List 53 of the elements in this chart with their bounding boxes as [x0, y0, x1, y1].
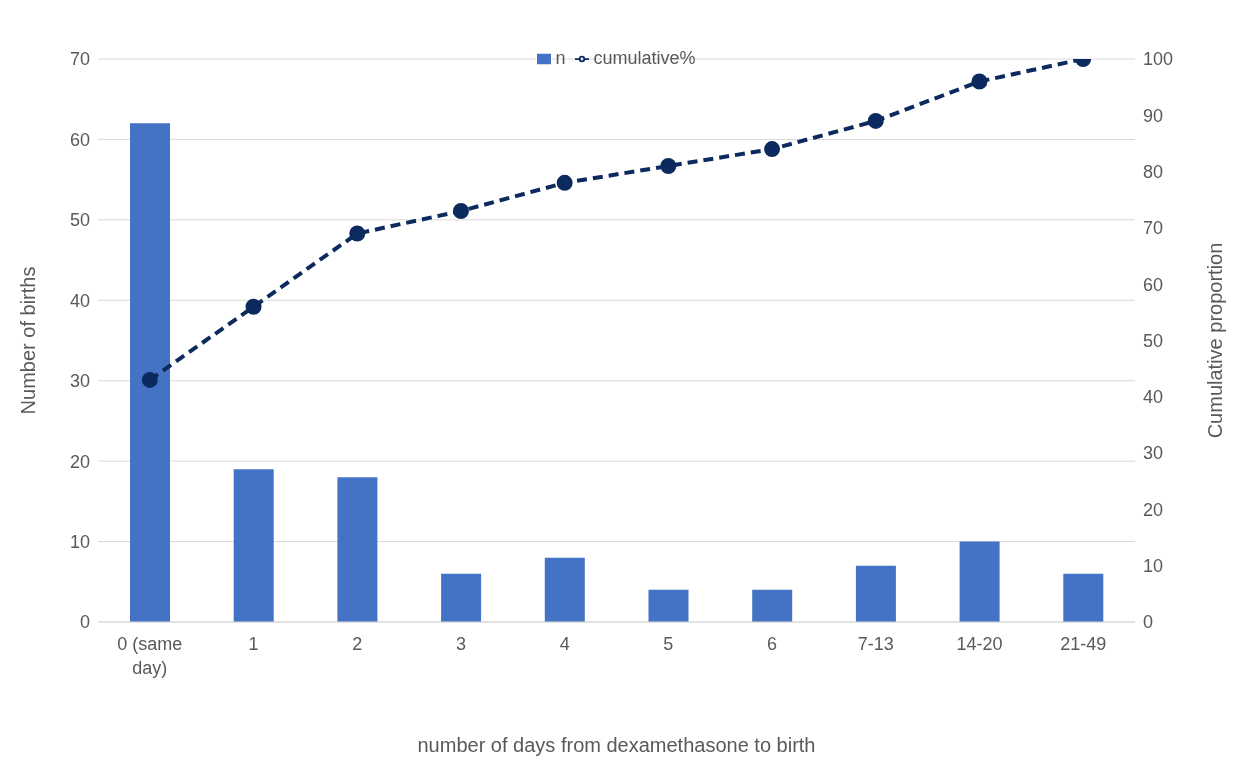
bar — [130, 123, 170, 622]
x-tick-label: 3 — [455, 634, 466, 654]
point — [245, 298, 262, 315]
point — [556, 174, 573, 191]
y-tick-label: 50 — [69, 210, 90, 231]
x-axis-title: number of days from dexamethasone to birth — [417, 734, 816, 756]
bar — [337, 477, 378, 622]
y2-tick-label: 20 — [1143, 499, 1164, 520]
y2-tick-label: 10 — [1143, 556, 1164, 577]
y2-tick-label: 0 — [1143, 612, 1154, 633]
y2-axis-title: Cumulative proportion — [1204, 242, 1227, 439]
point — [971, 73, 988, 90]
y2-tick-label: 70 — [1143, 218, 1164, 239]
x-tick-label: 21-49 — [1060, 634, 1107, 654]
x-tick-label: 4 — [559, 634, 570, 654]
point — [764, 141, 781, 158]
y2-tick-label: 60 — [1143, 274, 1164, 295]
y2-tick-label: 90 — [1143, 105, 1164, 126]
bar — [233, 469, 274, 622]
y-tick-label: 30 — [69, 371, 90, 392]
x-tick-label: 2 — [352, 634, 363, 654]
point — [660, 157, 677, 174]
y2-tick-label: 50 — [1143, 330, 1164, 351]
y-axis-title: Number of births — [17, 266, 40, 415]
bar — [648, 589, 689, 622]
x-tick-label: 5 — [663, 634, 674, 654]
point — [349, 225, 366, 242]
y2-tick-label: 30 — [1143, 443, 1164, 464]
legend-label: n — [555, 48, 566, 68]
legend-label: cumulative% — [593, 48, 696, 68]
y-tick-label: 70 — [69, 49, 90, 70]
bar — [752, 589, 793, 622]
bar — [959, 541, 1000, 622]
y-tick-label: 60 — [69, 129, 90, 150]
x-tick-label: 6 — [767, 634, 778, 654]
x-tick-label: 1 — [248, 634, 259, 654]
y-tick-label: 10 — [69, 531, 90, 552]
bar — [441, 573, 482, 622]
y-tick-label: 40 — [69, 290, 90, 311]
y2-tick-label: 80 — [1143, 161, 1164, 182]
y-tick-label: 0 — [79, 612, 90, 633]
bar — [855, 565, 896, 622]
x-tick-label: 14-20 — [956, 634, 1003, 654]
point — [141, 371, 158, 388]
x-tick-label: 0 (same day) — [117, 634, 183, 678]
y2-tick-label: 100 — [1143, 49, 1174, 70]
x-tick-label: 7-13 — [857, 634, 894, 654]
y-tick-label: 20 — [69, 451, 90, 472]
bar — [544, 557, 585, 622]
point — [452, 203, 469, 220]
bar — [1063, 573, 1104, 622]
point — [867, 112, 884, 129]
y2-tick-label: 40 — [1143, 387, 1164, 408]
